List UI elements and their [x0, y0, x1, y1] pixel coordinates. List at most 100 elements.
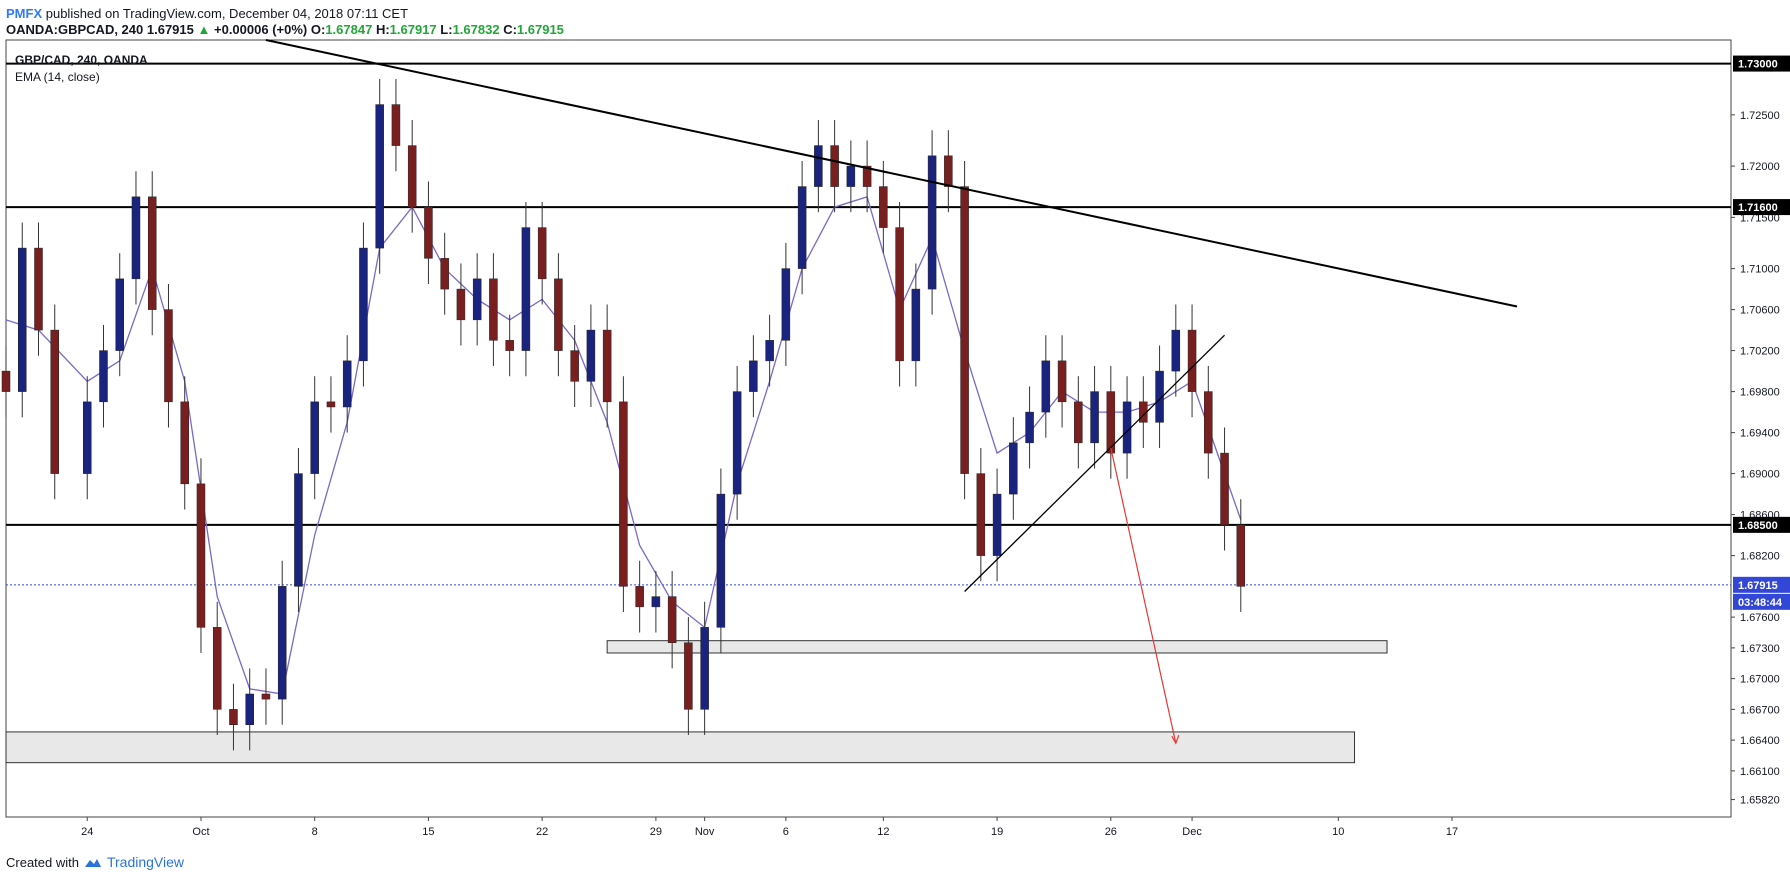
candle-body [407, 145, 417, 208]
y-tick-label: 1.69000 [1740, 469, 1780, 481]
candle-body [1155, 370, 1164, 423]
x-tick-label: 6 [783, 826, 789, 838]
candle-body [1025, 411, 1034, 444]
candle-body [1057, 360, 1067, 403]
candle-body [960, 186, 969, 474]
candle-body [862, 165, 872, 187]
y-tick-label: 1.66700 [1740, 704, 1780, 716]
candle-body [261, 693, 271, 700]
y-tick-label: 1.67300 [1740, 643, 1780, 655]
level-badge-label: 1.73000 [1738, 59, 1778, 71]
x-tick-label: 19 [991, 826, 1003, 838]
last-price-label: 1.67915 [1738, 580, 1778, 592]
price-axis[interactable]: 1.72500 1.72000 1.71500 1.71000 1.70600 1.702… [1731, 55, 1790, 807]
levels-layer [6, 62, 1731, 586]
x-tick-label: Dec [1182, 826, 1202, 838]
publish-line: PMFX published on TradingView.com, Decem… [6, 6, 564, 22]
x-tick-label: 8 [312, 826, 318, 838]
level-badge [1733, 199, 1790, 216]
candle-body [310, 401, 319, 474]
candle-body [602, 329, 612, 403]
plot-area[interactable] [5, 39, 1732, 818]
close-value: 1.67915 [516, 22, 564, 37]
candle-body [17, 247, 27, 392]
candle-body [1041, 360, 1051, 413]
low-value: 1.67832 [452, 22, 500, 37]
tradingview-link[interactable]: TradingView [106, 854, 185, 870]
candle-body [1106, 391, 1116, 454]
last-price: 1.67915 [146, 22, 194, 37]
candle-body [277, 586, 287, 700]
candle-body [895, 227, 904, 362]
arrow-head-icon [1171, 734, 1180, 745]
low-label: L: [440, 22, 453, 37]
last-price-badge [1733, 576, 1790, 593]
countdown-label: 03:48:44 [1738, 597, 1783, 609]
candle-body [521, 227, 531, 351]
author-name[interactable]: PMFX [6, 6, 43, 21]
candle-body [781, 268, 791, 341]
candle-body [489, 278, 498, 341]
candle-body [131, 196, 141, 280]
close-label: C: [503, 22, 517, 37]
candle-body [1090, 391, 1099, 444]
candle-body [229, 709, 238, 725]
ema-layer [5, 196, 1242, 695]
y-tick-label: 1.71000 [1740, 264, 1780, 276]
candle-body [1122, 401, 1132, 454]
candle-body [180, 401, 189, 485]
candle-body [456, 288, 466, 321]
projection-arrow-line [1110, 447, 1177, 744]
symbol-label: OANDA:GBPCAD, 240 [6, 22, 144, 37]
candle-body [34, 247, 43, 331]
candle-body [294, 473, 303, 587]
open-label: O: [310, 22, 326, 37]
candle-body [667, 596, 677, 643]
candle-body [50, 329, 59, 474]
candle-body [245, 693, 254, 725]
y-tick-label: 1.68200 [1740, 551, 1780, 563]
candle-body [342, 360, 352, 408]
candle-body [846, 165, 856, 187]
candle-body [505, 340, 514, 351]
candle-body [879, 186, 888, 228]
candle-body [684, 642, 693, 710]
price-chart[interactable]: 1.72500 1.72000 1.71500 1.71000 1.70600 1.702… [0, 0, 1790, 850]
candle-body [651, 596, 661, 608]
x-tick-label: 10 [1332, 826, 1344, 838]
legend-symbol: GBP/CAD, 240, OANDA [15, 53, 148, 67]
candle-body [472, 278, 482, 321]
downtrend-line [265, 39, 1518, 308]
y-tick-label: 1.69400 [1740, 428, 1780, 440]
candles-layer [1, 78, 1246, 751]
candle-body [765, 340, 774, 362]
high-label: H: [375, 22, 390, 37]
candle-body [944, 155, 953, 187]
candle-body [359, 247, 368, 362]
candle-body [212, 627, 222, 710]
candle-body [927, 155, 937, 290]
time-axis[interactable]: 24 Oct 8 15 22 29 Nov 6 12 19 26 Dec 10 17 [81, 817, 1458, 838]
zones-layer [5, 640, 1388, 764]
legend-indicator[interactable]: EMA (14, close) [15, 70, 100, 84]
ema-line [5, 196, 1242, 695]
chart-header: PMFX published on TradingView.com, Decem… [6, 6, 564, 38]
candle-body [1187, 329, 1197, 392]
candle-body [700, 627, 709, 710]
y-tick-label: 1.69800 [1740, 387, 1780, 399]
candle-body [1220, 452, 1229, 526]
footer: Created with TradingView [6, 854, 184, 870]
level-badge [1733, 516, 1790, 533]
candle-body [749, 360, 758, 392]
candle-body [82, 401, 92, 474]
candle-body [1171, 329, 1181, 372]
y-tick-label: 1.67600 [1740, 612, 1780, 624]
y-tick-label: 1.65820 [1740, 795, 1780, 807]
uptrend-line [964, 334, 1226, 592]
candle-body [1074, 401, 1083, 444]
candle-body [115, 278, 124, 351]
high-value: 1.67917 [389, 22, 437, 37]
candle-body [164, 309, 173, 403]
support-zone [606, 640, 1388, 654]
tradingview-logo-icon [84, 859, 101, 867]
